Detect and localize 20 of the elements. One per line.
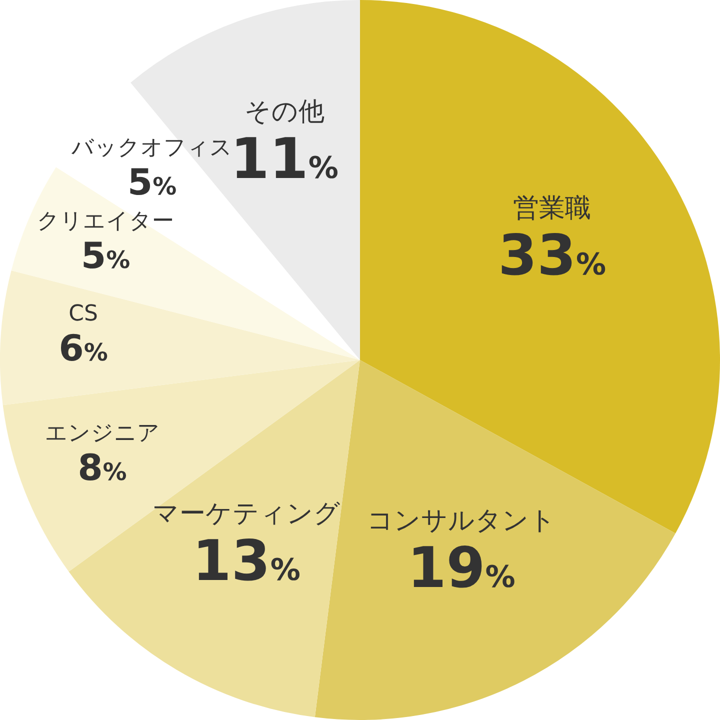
pie-slice [314,360,676,720]
pie-slice [360,0,720,534]
pie-slice [0,270,360,406]
slice-label: その他 [244,96,324,127]
data-label: 5% [128,162,177,204]
data-label: 33% [498,223,606,288]
data-label: 8% [78,448,127,490]
slice-label: CS [68,302,98,327]
slice-label: バックオフィス [70,136,233,161]
data-label: 5% [81,236,130,277]
data-label: 13% [192,529,300,594]
pie-slice [68,360,360,718]
data-label: 6% [58,328,108,370]
slice-label: 営業職 [513,193,592,224]
slice-label: コンサルタント [366,506,556,536]
slice-label: マーケティング [152,499,340,530]
slice-label: クリエイター [37,208,174,234]
slice-label: エンジニア [44,421,160,446]
data-label: 19% [407,536,516,601]
data-label: 11% [230,126,338,192]
